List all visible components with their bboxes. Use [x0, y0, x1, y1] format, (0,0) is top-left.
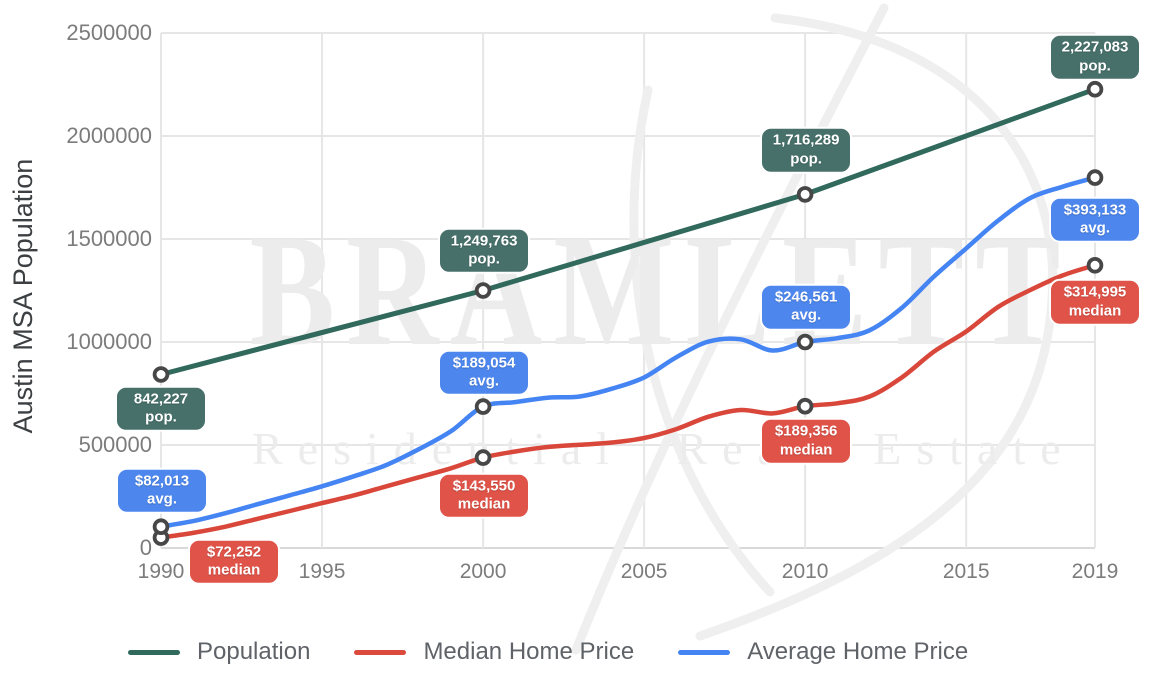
callout-median-home-price-1990: $72,252 median [188, 538, 280, 585]
callout-text-line: $143,550 [452, 477, 516, 495]
legend-swatch-median-home-price [354, 649, 407, 655]
data-point-markers [152, 80, 1104, 546]
data-point-marker-median-home-price-2019 [1086, 256, 1104, 274]
data-point-marker-average-home-price-2000 [474, 398, 492, 415]
callout-text-line: 842,227 [133, 390, 189, 408]
y-tick-label: 1500000 [66, 226, 152, 251]
watermark-flourish-stroke [571, 3, 889, 655]
callout-text-line: median [207, 561, 261, 579]
callout-population-1990: 842,227 pop. [115, 385, 207, 432]
x-tick-label: 1990 [137, 560, 185, 583]
data-point-marker-average-home-price-1990 [152, 518, 170, 535]
callout-text-line: avg. [146, 490, 177, 508]
legend-swatch-average-home-price [678, 649, 731, 655]
y-tick-label: 0 [139, 535, 152, 560]
legend-label-population: Population [197, 638, 311, 665]
callout-average-home-price-2000: $189,054 avg. [438, 349, 531, 396]
series-line-average-home-price [158, 175, 1098, 529]
legend-label-average-home-price: Average Home Price [747, 638, 969, 665]
data-point-marker-population-1990 [152, 366, 170, 383]
callout-text-line: 1,249,763 [450, 232, 518, 250]
x-tick-label: 2010 [781, 560, 829, 583]
x-tick-label: 2005 [620, 560, 668, 583]
callout-median-home-price-2010: $189,356 median [760, 417, 853, 465]
watermark-brand-text: BRAMLETT [250, 203, 1072, 380]
callout-population-2000: 1,249,763 pop. [438, 227, 531, 274]
callout-text-line: $189,356 [774, 422, 838, 440]
callout-text-line: pop. [790, 150, 822, 168]
callout-population-2019: 2,227,083 pop. [1049, 33, 1141, 81]
callout-text-line: $393,133 [1063, 201, 1127, 219]
watermark-flourish-inner [629, 85, 775, 597]
callout-population-2010: 1,716,289 pop. [760, 127, 853, 174]
callout-text-line: $246,561 [774, 288, 838, 306]
y-axis-title: Austin MSA Population [8, 158, 38, 434]
x-tick-label: 1995 [298, 560, 346, 583]
data-point-marker-population-2019 [1086, 80, 1104, 98]
x-tick-label: 2019 [1071, 560, 1119, 583]
callout-text-line: pop. [468, 250, 500, 268]
y-tick-label: 1000000 [66, 329, 152, 354]
x-tick-label: 2000 [459, 560, 507, 583]
callout-text-line: median [779, 441, 833, 459]
callout-text-line: $82,013 [134, 472, 190, 490]
callout-text-line: $314,995 [1063, 283, 1127, 301]
callout-average-home-price-1990: $82,013 avg. [116, 467, 208, 514]
callout-text-line: avg. [469, 372, 500, 390]
y-tick-label: 500000 [78, 432, 152, 457]
series-line-median-home-price [158, 263, 1098, 540]
callout-text-line: $189,054 [452, 354, 516, 372]
legend-item-average-home-price: Average Home Price [678, 638, 968, 666]
callout-text-line: 2,227,083 [1061, 38, 1129, 56]
data-point-marker-population-2000 [474, 282, 492, 299]
y-tick-label: 2000000 [66, 123, 152, 148]
data-point-marker-average-home-price-2019 [1086, 169, 1104, 186]
callout-text-line: avg. [1079, 219, 1110, 237]
series-lines [158, 86, 1098, 540]
x-tick-label: 2015 [942, 560, 990, 583]
callout-text-line: 1,716,289 [772, 132, 840, 150]
legend-item-median-home-price: Median Home Price [354, 638, 634, 666]
y-tick-label: 2500000 [66, 20, 152, 45]
legend-item-population: Population [128, 638, 310, 666]
callout-text-line: median [1068, 302, 1122, 320]
callout-text-line: $72,252 [206, 543, 262, 561]
callout-average-home-price-2019: $393,133 avg. [1049, 196, 1141, 243]
callout-median-home-price-2000: $143,550 median [438, 472, 531, 519]
callout-average-home-price-2010: $246,561 avg. [760, 283, 853, 331]
legend-label-median-home-price: Median Home Price [423, 638, 635, 665]
series-line-population [158, 86, 1098, 377]
legend-swatch-population [128, 649, 180, 655]
callout-median-home-price-2019: $314,995 median [1049, 278, 1141, 326]
data-point-marker-population-2010 [796, 186, 814, 203]
data-point-marker-median-home-price-2000 [474, 449, 492, 466]
legend: Population Median Home Price Average Home … [128, 638, 1012, 666]
data-point-marker-average-home-price-2010 [796, 333, 814, 351]
callout-text-line: pop. [145, 408, 177, 426]
callout-text-line: median [457, 495, 511, 513]
watermark: BRAMLETT Residential Real Estate [250, 3, 1072, 655]
callout-text-line: pop. [1079, 57, 1111, 75]
data-point-marker-median-home-price-2010 [796, 397, 814, 415]
callout-text-line: avg. [791, 307, 822, 325]
